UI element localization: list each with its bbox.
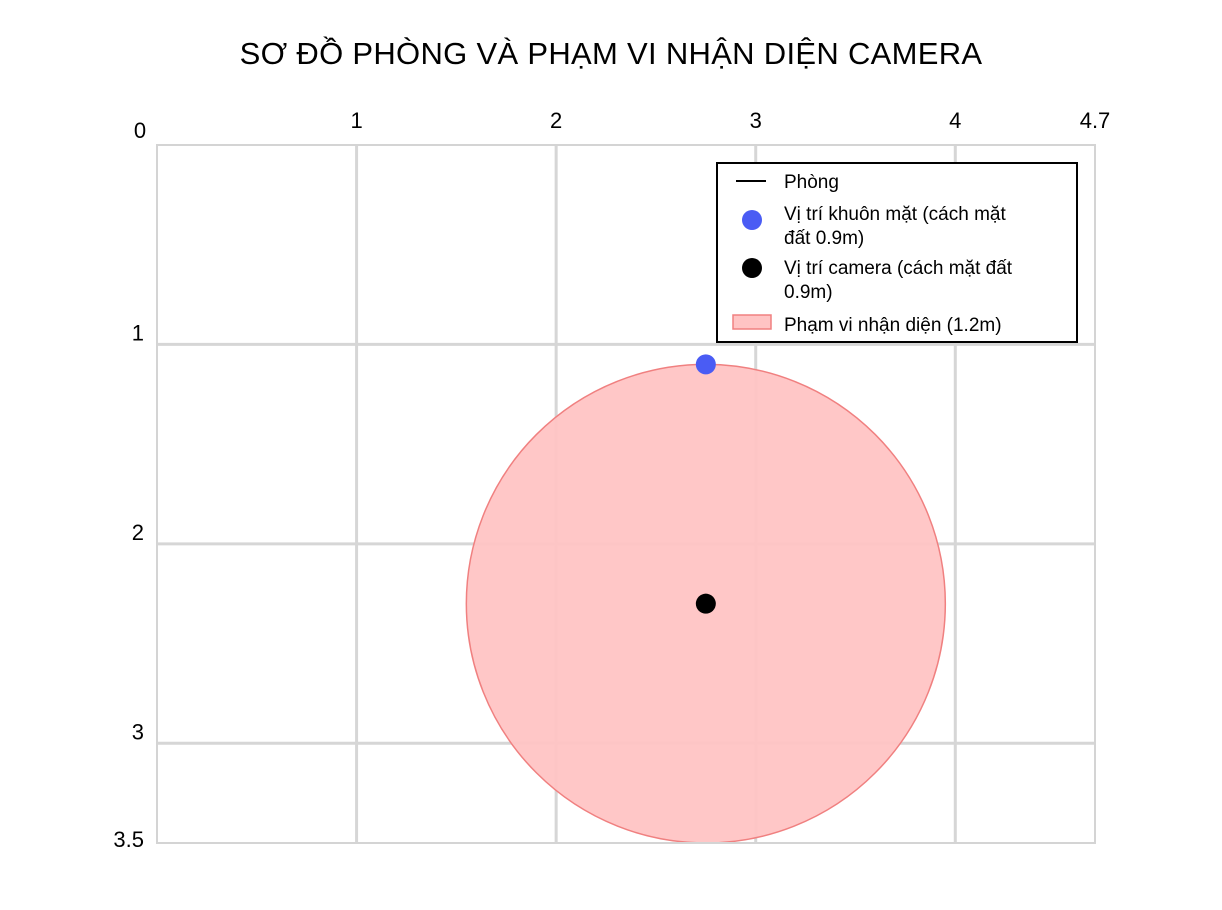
face-position-point (695, 354, 716, 375)
x-tick-label: 4.7 (1080, 108, 1111, 133)
x-tick-label: 4 (949, 108, 961, 133)
x-axis: 0 1 2 3 4 4.7 (134, 108, 1110, 143)
legend-face-swatch (742, 210, 762, 230)
chart-title: SƠ ĐỒ PHÒNG VÀ PHẠM VI NHẬN DIỆN CAMERA (239, 36, 983, 71)
plot-marks (465, 354, 946, 843)
legend-label-face: đất 0.9m) (784, 228, 864, 249)
legend-label-camera: 0.9m) (784, 282, 833, 303)
legend-label-face: Vị trí khuôn mặt (cách mặt (784, 204, 1006, 225)
y-tick-label: 3 (132, 719, 144, 744)
y-tick-label: 1 (132, 320, 144, 345)
legend-camera-swatch (742, 258, 762, 278)
legend-label-range: Phạm vi nhận diện (1.2m) (784, 315, 1002, 336)
y-axis: 1 2 3 3.5 (113, 320, 144, 852)
x-tick-label: 3 (750, 108, 762, 133)
x-tick-label: 1 (350, 108, 362, 133)
legend-label-room: Phòng (784, 172, 839, 193)
camera-position-point (695, 593, 716, 614)
y-tick-label: 3.5 (113, 827, 144, 852)
plot-frame (156, 144, 1096, 844)
legend-range-swatch (732, 314, 772, 330)
legend-box (716, 162, 1078, 343)
x-tick-label: 0 (134, 118, 146, 143)
y-tick-label: 2 (132, 520, 144, 545)
legend-label-camera: Vị trí camera (cách mặt đất (784, 258, 1013, 279)
legend: Phòng Vị trí khuôn mặt (cách mặt đất 0.9m)… (716, 162, 1078, 343)
x-tick-label: 2 (550, 108, 562, 133)
